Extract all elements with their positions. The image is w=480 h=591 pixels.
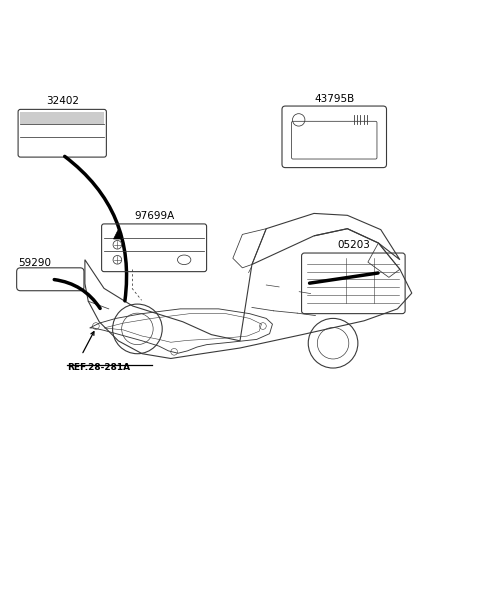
Text: 05203: 05203	[337, 240, 370, 250]
Text: 32402: 32402	[46, 96, 79, 106]
Text: 97699A: 97699A	[134, 210, 174, 220]
Polygon shape	[114, 230, 122, 239]
Text: 43795B: 43795B	[314, 93, 354, 103]
Text: REF.28-281A: REF.28-281A	[67, 363, 131, 372]
Bar	[21, 112, 104, 124]
Text: 59290: 59290	[18, 258, 51, 268]
